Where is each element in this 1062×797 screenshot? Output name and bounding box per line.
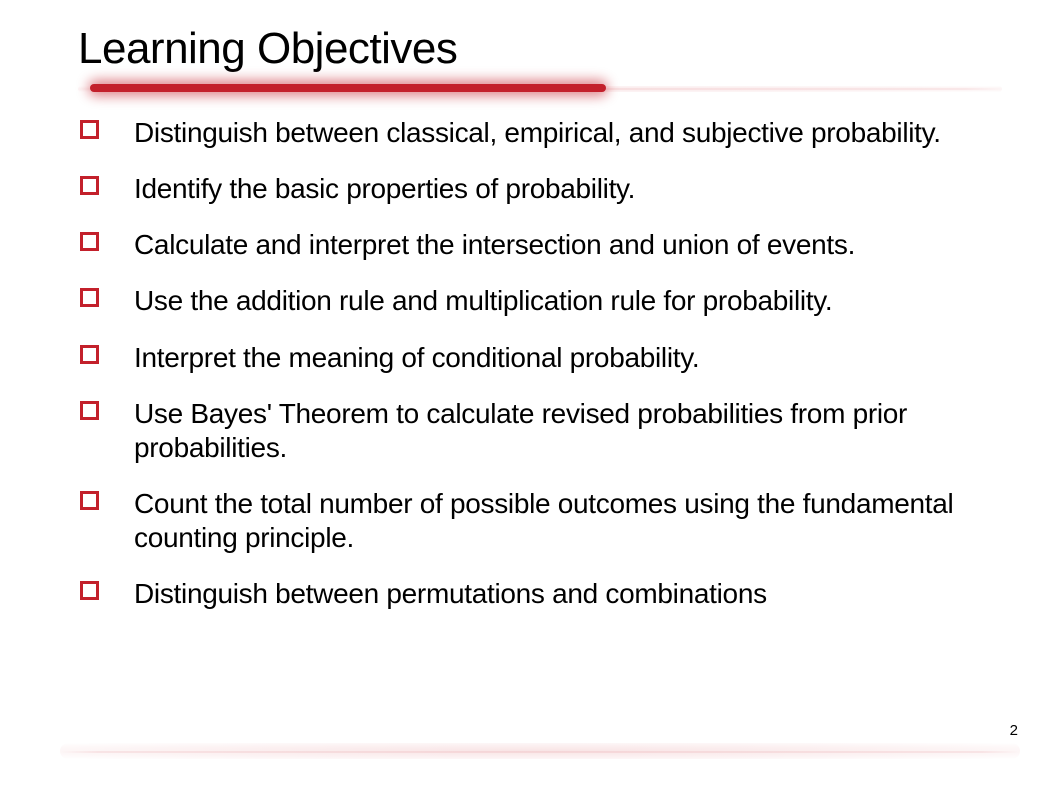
objectives-list: Distinguish between classical, empirical… [78, 116, 1002, 612]
list-item-text: Calculate and interpret the intersection… [134, 229, 855, 260]
list-item: Use the addition rule and multiplication… [78, 284, 1002, 318]
slide-title: Learning Objectives [78, 24, 1002, 74]
list-item-text: Count the total number of possible outco… [134, 488, 953, 553]
list-item-text: Distinguish between permutations and com… [134, 578, 767, 609]
square-bullet-icon [80, 120, 99, 139]
square-bullet-icon [80, 232, 99, 251]
square-bullet-icon [80, 345, 99, 364]
list-item: Identify the basic properties of probabi… [78, 172, 1002, 206]
slide: Learning Objectives Distinguish between … [0, 0, 1062, 797]
underline-accent-bar [90, 84, 606, 92]
list-item-text: Use Bayes' Theorem to calculate revised … [134, 398, 907, 463]
square-bullet-icon [80, 401, 99, 420]
footer-line [60, 751, 1020, 753]
title-underline [78, 80, 1002, 98]
list-item: Distinguish between permutations and com… [78, 577, 1002, 611]
list-item: Count the total number of possible outco… [78, 487, 1002, 555]
square-bullet-icon [80, 288, 99, 307]
square-bullet-icon [80, 176, 99, 195]
square-bullet-icon [80, 581, 99, 600]
page-number: 2 [1010, 722, 1018, 739]
square-bullet-icon [80, 491, 99, 510]
list-item: Interpret the meaning of conditional pro… [78, 341, 1002, 375]
list-item-text: Interpret the meaning of conditional pro… [134, 342, 699, 373]
list-item: Calculate and interpret the intersection… [78, 228, 1002, 262]
list-item-text: Distinguish between classical, empirical… [134, 117, 941, 148]
list-item-text: Identify the basic properties of probabi… [134, 173, 635, 204]
footer-divider [60, 745, 1020, 759]
list-item: Use Bayes' Theorem to calculate revised … [78, 397, 1002, 465]
list-item-text: Use the addition rule and multiplication… [134, 285, 832, 316]
list-item: Distinguish between classical, empirical… [78, 116, 1002, 150]
